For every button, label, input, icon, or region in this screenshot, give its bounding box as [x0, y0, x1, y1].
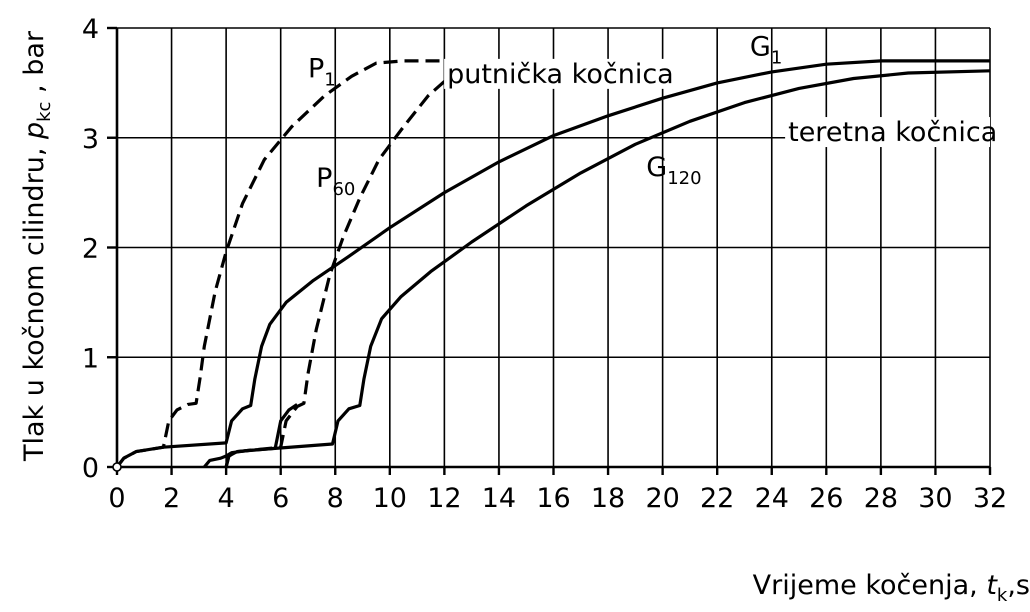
- x-tick-label: 0: [108, 483, 125, 514]
- x-tick-label: 12: [427, 483, 461, 514]
- curve-label-g120: G120: [646, 152, 701, 189]
- series-p60-line: [224, 59, 622, 468]
- y-tick-label: 3: [82, 124, 99, 155]
- y-tick-label: 4: [82, 14, 99, 45]
- x-tick-label: 10: [373, 483, 407, 514]
- annotation-background: [444, 58, 677, 89]
- annotation-background: [785, 117, 990, 148]
- x-tick-labels: 0 2 4 6 8 10 12 14 16 18 20 22 24 26 28 30 32: [108, 483, 1007, 514]
- x-tick-label: 16: [536, 483, 570, 514]
- x-axis-title: Vrijeme kočenja, tk,s: [753, 570, 1030, 606]
- curve-labels: P1 P60 G1 G120: [308, 31, 782, 200]
- curve-label-p1: P1: [308, 53, 336, 90]
- grid: [116, 27, 991, 468]
- x-tick-label: 24: [755, 483, 789, 514]
- x-tick-label: 2: [163, 483, 180, 514]
- x-tick-label: 4: [218, 483, 235, 514]
- origin-marker: [112, 462, 122, 472]
- x-tick-label: 26: [809, 483, 843, 514]
- x-tick-label: 30: [918, 483, 952, 514]
- curve-label-g1: G1: [750, 31, 782, 68]
- annotation-label: teretna kočnica: [788, 117, 997, 148]
- y-axis-title: Tlak u kočnom cilindru, pkc , bar: [19, 30, 55, 462]
- x-tick-label: 8: [327, 483, 344, 514]
- series-p1-line: [115, 59, 622, 468]
- annotation-label: putnička kočnica: [447, 59, 674, 90]
- x-tick-label: 14: [482, 483, 516, 514]
- series-g1-line: [163, 59, 990, 449]
- y-tick-label: 0: [82, 453, 99, 484]
- x-tick-label: 32: [973, 483, 1007, 514]
- curve-label-p60: P60: [316, 163, 355, 200]
- x-tick-label: 28: [864, 483, 898, 514]
- x-tick-label: 20: [645, 483, 679, 514]
- series-g1-start-line: [115, 445, 164, 468]
- series-g120-line: [203, 69, 991, 469]
- y-tick-label: 1: [82, 343, 99, 374]
- x-tick-label: 22: [700, 483, 734, 514]
- series-g120-start-line: [224, 403, 298, 468]
- annotations: putnička kočnica teretna kočnica: [444, 58, 997, 148]
- x-tick-label: 18: [591, 483, 625, 514]
- plot-frame: [107, 26, 992, 475]
- x-tick-label: 6: [272, 483, 289, 514]
- y-tick-labels: 0 1 2 3 4: [82, 14, 99, 484]
- y-tick-label: 2: [82, 234, 99, 265]
